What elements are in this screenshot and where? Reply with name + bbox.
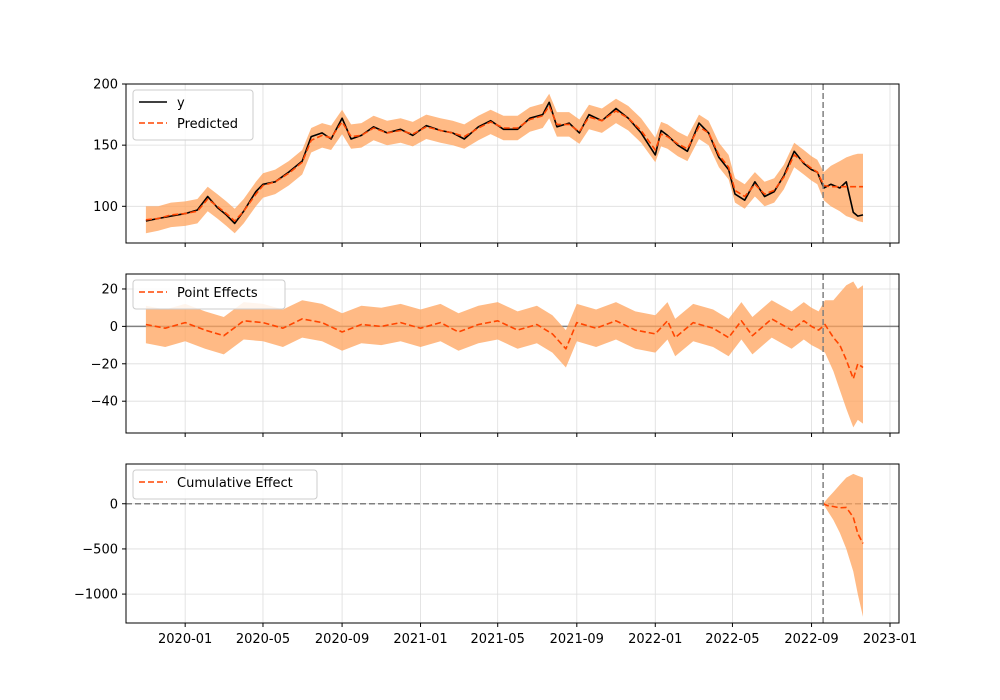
x-tick-label: 2020-01 xyxy=(158,632,212,647)
legend-box xyxy=(132,279,286,310)
x-tick-label: 2020-09 xyxy=(315,632,369,647)
x-tick-label: 2021-09 xyxy=(550,632,604,647)
confidence-band xyxy=(145,93,863,234)
x-tick-label: 2020-05 xyxy=(236,632,290,647)
series-line-predicted xyxy=(145,105,863,222)
legend: y Predicted xyxy=(132,89,254,141)
legend-label: Point Effects xyxy=(177,286,258,301)
legend-label: Cumulative Effect xyxy=(177,476,293,491)
y-tick-label: 0 xyxy=(110,320,118,335)
plot-area xyxy=(126,281,899,428)
panel-point-effects: −40 −20 0 20 Point Effects xyxy=(91,273,900,437)
confidence-band xyxy=(145,281,863,428)
legend: Point Effects xyxy=(132,279,286,310)
axes-frame xyxy=(125,273,900,434)
y-tick-label: 200 xyxy=(93,78,118,93)
x-tick-label: 2022-09 xyxy=(784,632,838,647)
y-tick-label: 100 xyxy=(93,200,118,215)
legend-label: y xyxy=(177,96,185,111)
x-tick-label: 2021-05 xyxy=(471,632,525,647)
confidence-band xyxy=(823,473,863,617)
panel-cumulative-effect: −1000 −500 0 Cumulative Effect xyxy=(74,463,900,627)
axes-frame xyxy=(125,463,900,624)
y-tick-label: −40 xyxy=(91,395,118,410)
legend-label: Predicted xyxy=(177,117,238,132)
series-line-point-effects xyxy=(145,318,864,380)
series-line-cumulative-effect xyxy=(822,503,864,544)
x-tick-label: 2022-05 xyxy=(705,632,759,647)
plot-area xyxy=(145,93,864,234)
y-tick-label: 150 xyxy=(93,139,118,154)
y-tick-label: 0 xyxy=(110,497,118,512)
legend: Cumulative Effect xyxy=(132,469,318,500)
axes-frame xyxy=(125,83,900,244)
x-tick-label: 2022-01 xyxy=(628,632,682,647)
y-tick-label: 20 xyxy=(101,282,118,297)
x-tick-label: 2023-01 xyxy=(863,632,917,647)
y-tick-label: −500 xyxy=(82,542,118,557)
y-tick-label: −1000 xyxy=(74,588,118,603)
legend-box xyxy=(132,469,318,500)
shared-x-axis: 2020-01 2020-05 2020-09 2021-01 2021-05 2021-… xyxy=(158,632,917,647)
x-tick-label: 2021-01 xyxy=(393,632,447,647)
chart-panels: 100 150 200 y Predicted −40 −20 0 20 Point Effect… xyxy=(74,78,900,627)
plot-area xyxy=(126,473,899,617)
panel-observed-vs-predicted: 100 150 200 y Predicted xyxy=(93,78,900,247)
legend-box xyxy=(132,89,254,141)
y-tick-label: −20 xyxy=(91,357,118,372)
